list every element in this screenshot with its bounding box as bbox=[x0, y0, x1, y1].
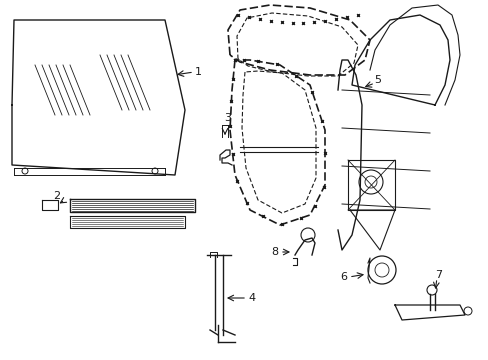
Text: 2: 2 bbox=[53, 191, 60, 201]
Text: 5: 5 bbox=[374, 75, 381, 85]
Text: 8: 8 bbox=[270, 247, 278, 257]
Text: 3: 3 bbox=[224, 113, 231, 123]
Text: 1: 1 bbox=[195, 67, 202, 77]
Text: 4: 4 bbox=[247, 293, 255, 303]
Text: 7: 7 bbox=[434, 270, 441, 280]
Text: 6: 6 bbox=[339, 272, 346, 282]
